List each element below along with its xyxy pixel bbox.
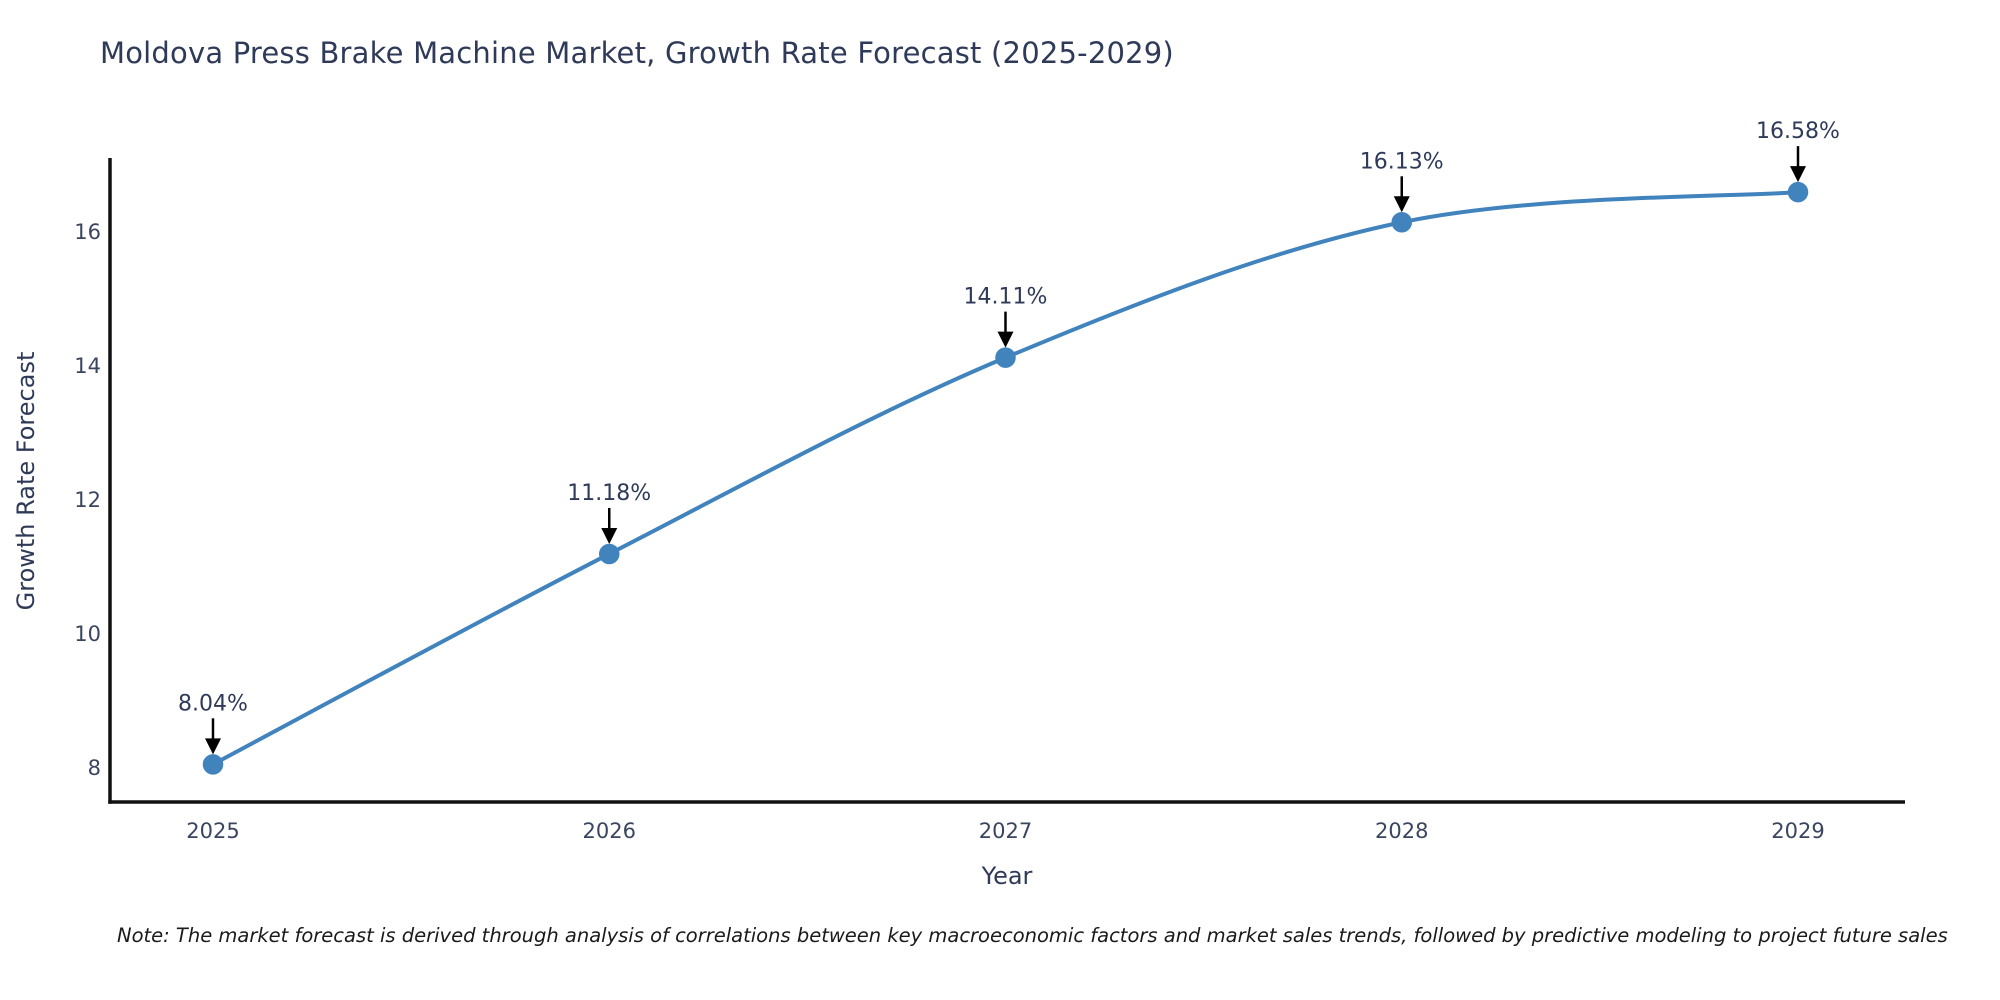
x-tick-label: 2025 — [186, 819, 239, 843]
y-tick-label: 10 — [74, 622, 101, 646]
data-point — [202, 754, 224, 775]
x-tick-label: 2026 — [583, 819, 636, 843]
data-point — [1787, 181, 1809, 203]
y-tick-label: 14 — [74, 354, 101, 378]
x-tick-label: 2029 — [1771, 819, 1824, 843]
line-series — [211, 190, 1800, 767]
annotation-arrow-head — [601, 527, 618, 544]
chart-footnote: Note: The market forecast is derived thr… — [117, 924, 1948, 947]
annotation-arrow-head — [1790, 166, 1806, 183]
y-axis-title: Growth Rate Forecast — [12, 352, 40, 611]
data-point-label: 14.11% — [964, 285, 1048, 310]
data-point-label: 16.13% — [1360, 149, 1444, 174]
data-point — [995, 347, 1016, 368]
annotation-arrow-head — [205, 738, 221, 755]
data-point-label: 16.58% — [1756, 119, 1840, 144]
data-point-label: 8.04% — [178, 691, 248, 716]
x-tick-label: 2027 — [979, 819, 1032, 843]
y-tick-label: 8 — [88, 756, 101, 780]
data-point-label: 11.18% — [567, 481, 651, 506]
y-tick-label: 12 — [74, 488, 101, 512]
x-tick-label: 2028 — [1375, 819, 1428, 843]
data-point — [1391, 212, 1412, 233]
annotation-arrow-head — [997, 331, 1014, 348]
chart-title: Moldova Press Brake Machine Market, Grow… — [100, 36, 1174, 70]
x-axis-title: Year — [981, 862, 1033, 890]
data-point — [599, 543, 620, 565]
annotation-arrow-head — [1393, 196, 1410, 213]
y-tick-label: 16 — [74, 220, 101, 244]
